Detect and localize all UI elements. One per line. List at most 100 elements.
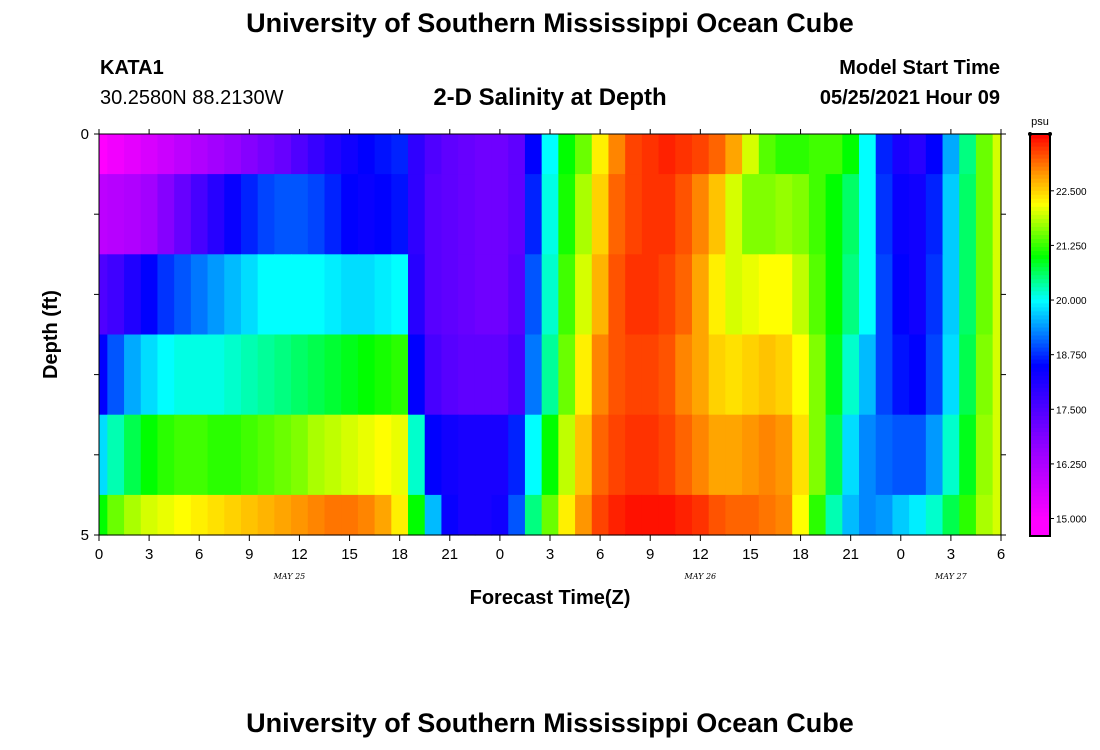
heatmap-cell (975, 254, 994, 336)
heatmap-cell (992, 334, 1002, 416)
heatmap-cell (291, 334, 309, 416)
heatmap-cell (959, 494, 977, 536)
colorbar-segment (1030, 318, 1050, 324)
heatmap-cell (608, 414, 626, 496)
heatmap-cell (892, 494, 910, 536)
colorbar-corner-dot (1028, 132, 1032, 136)
station-coordinates: 30.2580N 88.2130W (100, 87, 284, 109)
heatmap-cell (625, 174, 643, 255)
colorbar-segment (1030, 467, 1050, 473)
heatmap-cell (240, 414, 259, 496)
colorbar-segment (1030, 443, 1050, 449)
heatmap-cell (341, 174, 359, 255)
heatmap-cell (357, 494, 376, 536)
heatmap-cell (458, 414, 476, 496)
heatmap-cell (691, 334, 710, 416)
heatmap-cell (675, 254, 693, 336)
heatmap-cell (240, 174, 259, 255)
station-id: KATA1 (100, 57, 164, 79)
colorbar-segment (1030, 266, 1050, 272)
heatmap-cell (391, 254, 409, 336)
heatmap-cell (424, 134, 443, 175)
heatmap-cell (491, 494, 509, 536)
heatmap-cell (240, 254, 259, 336)
colorbar-segment (1030, 515, 1050, 521)
colorbar-segment (1030, 475, 1050, 481)
heatmap-cell (909, 254, 927, 336)
heatmap-cell (190, 174, 209, 255)
heatmap-cell (140, 174, 159, 255)
heatmap-cell (341, 254, 359, 336)
heatmap-cell (374, 334, 392, 416)
heatmap-cell (291, 254, 309, 336)
heatmap-cell (391, 414, 409, 496)
colorbar-segment (1030, 351, 1050, 356)
heatmap-cell (458, 254, 476, 336)
heatmap-cell (541, 254, 559, 336)
heatmap-cell (508, 134, 526, 175)
heatmap-cell (742, 134, 760, 175)
heatmap-cell (859, 134, 877, 175)
colorbar-segment (1030, 403, 1050, 408)
heatmap-cell (792, 414, 810, 496)
colorbar-segment (1030, 194, 1050, 199)
heatmap-cell (942, 414, 960, 496)
heatmap-cell (591, 254, 610, 336)
heatmap-cell (558, 334, 576, 416)
heatmap-cell (274, 134, 292, 175)
heatmap-cell (174, 254, 192, 336)
heatmap-cell (942, 254, 960, 336)
x-tick-label: 6 (596, 546, 604, 563)
heatmap-cell (99, 334, 108, 416)
x-tick-label: 18 (391, 546, 408, 563)
heatmap-cell (575, 174, 593, 255)
colorbar-segment (1030, 274, 1050, 280)
heatmap-cell (224, 414, 242, 496)
heatmap-cell (875, 254, 894, 336)
colorbar-segment (1030, 198, 1050, 203)
heatmap-cell (758, 494, 777, 536)
heatmap-cell (474, 414, 493, 496)
heatmap-cell (524, 414, 543, 496)
colorbar-segment (1030, 419, 1050, 424)
heatmap-cell (875, 134, 894, 175)
heatmap-cell (775, 414, 793, 496)
colorbar-segment (1030, 170, 1050, 175)
heatmap-cell (691, 414, 710, 496)
colorbar-segment (1030, 383, 1050, 388)
heatmap-cell (157, 134, 175, 175)
heatmap-cell (524, 174, 543, 255)
heatmap-cell (792, 174, 810, 255)
x-tick-label: 15 (341, 546, 358, 563)
heatmap-cell (992, 414, 1002, 496)
heatmap-cell (307, 334, 326, 416)
heatmap-cell (558, 414, 576, 496)
heatmap-cell (107, 494, 125, 536)
heatmap-cell (207, 494, 225, 536)
heatmap-cell (892, 334, 910, 416)
heatmap-cell (875, 174, 894, 255)
heatmap-cell (975, 134, 994, 175)
heatmap-cell (825, 494, 843, 536)
heatmap-cell (441, 134, 459, 175)
heatmap-cell (341, 414, 359, 496)
heatmap-cell (508, 494, 526, 536)
heatmap-cell (742, 414, 760, 496)
heatmap-cell (491, 254, 509, 336)
colorbar-segment (1030, 531, 1050, 537)
colorbar-segment (1030, 483, 1050, 489)
heatmap-cell (357, 254, 376, 336)
y-tick-label: 5 (81, 527, 89, 544)
heatmap-cell (257, 494, 275, 536)
heatmap-cell (408, 334, 426, 416)
heatmap-cell (140, 134, 159, 175)
colorbar-segment (1030, 278, 1050, 284)
heatmap-cell (374, 414, 392, 496)
heatmap-cell (558, 494, 576, 536)
x-tick-label: 9 (646, 546, 654, 563)
heatmap-cell (274, 494, 292, 536)
colorbar-segment (1030, 363, 1050, 368)
heatmap-cell (157, 254, 175, 336)
colorbar-segment (1030, 270, 1050, 276)
heatmap-cell (641, 174, 660, 255)
